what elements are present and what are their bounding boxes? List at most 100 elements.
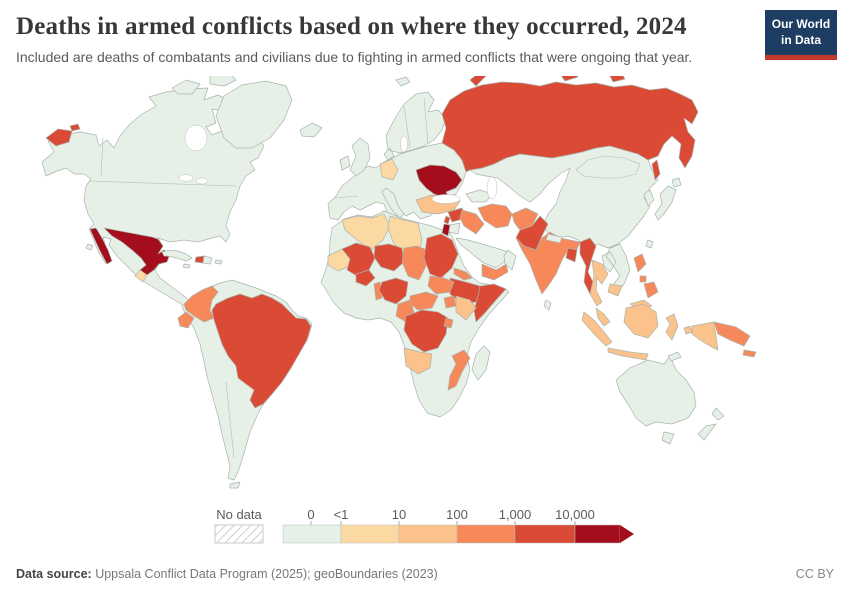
country-russia-sakhalin[interactable] [651,159,661,181]
legend-tick-labels: 0 <1 10 100 1,000 10,000 [307,507,595,525]
country-dr-congo[interactable] [403,309,449,353]
country-madagascar[interactable] [471,345,491,381]
country-australia[interactable] [615,355,697,445]
country-chad[interactable] [401,245,428,281]
country-cambodia[interactable] [607,283,623,297]
country-ukraine[interactable] [415,164,463,199]
country-yemen[interactable] [481,263,509,281]
no-data-label: No data [216,507,262,522]
owid-logo-line2: in Data [780,32,821,47]
country-guatemala[interactable] [134,269,148,283]
country-oman[interactable] [503,249,517,271]
country-puerto-rico[interactable] [214,259,223,265]
landmass-indochina-east[interactable] [601,243,631,295]
legend-tick-0: 0 [307,507,314,522]
country-nepal[interactable] [545,233,563,244]
country-thailand[interactable] [589,259,609,307]
legend-tick-10,000: 10,000 [555,507,595,522]
country-japan[interactable] [654,177,682,221]
countries [45,76,757,409]
owid-logo-line1: Our World [771,17,831,31]
country-eritrea[interactable] [453,267,473,281]
country-colombia[interactable] [183,285,219,323]
country-nigeria[interactable] [378,277,409,305]
country-greenland[interactable] [215,80,293,149]
legend-swatch-<1-10[interactable] [340,524,400,544]
country-philippines[interactable] [633,253,659,299]
header: Deaths in armed conflicts based on where… [0,0,850,76]
country-ecuador[interactable] [177,311,195,329]
landmass-scandinavia[interactable] [383,91,447,161]
no-data-swatch[interactable] [214,524,264,544]
legend-arrow-cap [620,525,634,543]
country-somalia[interactable] [473,283,507,323]
country-germany[interactable] [379,158,399,181]
country-angola[interactable] [403,347,433,375]
license-badge[interactable]: CC BY [795,567,834,581]
country-uganda[interactable] [443,295,457,309]
country-papua-new-guinea[interactable] [713,321,757,358]
legend-tick-100: 100 [446,507,468,522]
country-russia-arctic-islands[interactable] [469,76,626,87]
country-niger[interactable] [373,243,405,272]
country-russia[interactable] [441,81,699,173]
country-iran[interactable] [477,203,513,229]
data-source-label: Data source: [16,567,92,581]
great-lake-east [195,177,209,185]
country-timor[interactable] [667,351,682,362]
country-ireland[interactable] [339,155,351,171]
legend-swatch-100-1,000[interactable] [456,524,516,544]
country-georgia-caucasus[interactable] [465,189,493,203]
country-dominican-republic[interactable] [202,255,213,265]
country-bangladesh[interactable] [565,247,578,263]
country-lebanon[interactable] [443,215,451,225]
france-spain-border [333,195,359,199]
legend-swatch->10,000[interactable] [574,524,621,544]
landmass-arabia[interactable] [455,237,509,269]
landmass-arctic-islands[interactable] [171,76,263,127]
country-mexico[interactable] [89,227,171,276]
country-jordan[interactable] [448,222,461,235]
legend-color-bar[interactable] [282,524,634,544]
chile-argentina-border [225,381,235,459]
country-united-kingdom[interactable] [349,137,371,177]
country-mozambique[interactable] [447,349,471,391]
country-south-sudan[interactable] [427,275,455,295]
data-source-text: Uppsala Conflict Data Program (2025); ge… [91,567,438,581]
country-sudan[interactable] [423,233,459,279]
norway-sweden-border [403,105,411,149]
world-map[interactable] [0,76,850,500]
legend-tick-<1: <1 [334,507,349,522]
country-iceland[interactable] [299,122,323,138]
caspian-sea [486,176,498,200]
legend-tick-1,000: 1,000 [499,507,532,522]
country-taiwan[interactable] [645,239,654,249]
legend-tick-10: 10 [392,507,406,522]
great-lake-west [178,174,194,182]
country-new-zealand[interactable] [697,407,725,441]
country-jamaica[interactable] [182,263,191,269]
country-burkina-faso[interactable] [355,269,376,287]
country-iraq[interactable] [459,209,485,235]
country-brazil[interactable] [211,293,312,409]
country-sri-lanka[interactable] [543,299,552,311]
water-and-borders [89,97,641,459]
data-source-note: Data source: Uppsala Conflict Data Progr… [16,567,438,581]
country-cuba[interactable] [161,250,193,262]
legend-swatch-1,000-10,000[interactable] [514,524,576,544]
country-palestine-israel[interactable] [441,223,451,237]
footer: Data source: Uppsala Conflict Data Progr… [0,555,850,581]
legend-swatch-10-100[interactable] [398,524,458,544]
country-south-korea[interactable] [643,189,655,207]
country-burundi[interactable] [443,317,454,329]
country-central-african-republic[interactable] [409,291,439,311]
country-algeria[interactable] [341,213,391,251]
country-svalbard[interactable] [395,76,411,87]
country-indonesia[interactable] [581,303,719,361]
country-kenya[interactable] [455,295,477,321]
owid-logo[interactable]: Our World in Data [765,10,837,61]
legend-swatch-0[interactable] [282,524,342,544]
country-russia-chukotka[interactable] [45,123,81,147]
country-hawaii[interactable] [85,243,94,251]
country-haiti[interactable] [194,255,205,264]
